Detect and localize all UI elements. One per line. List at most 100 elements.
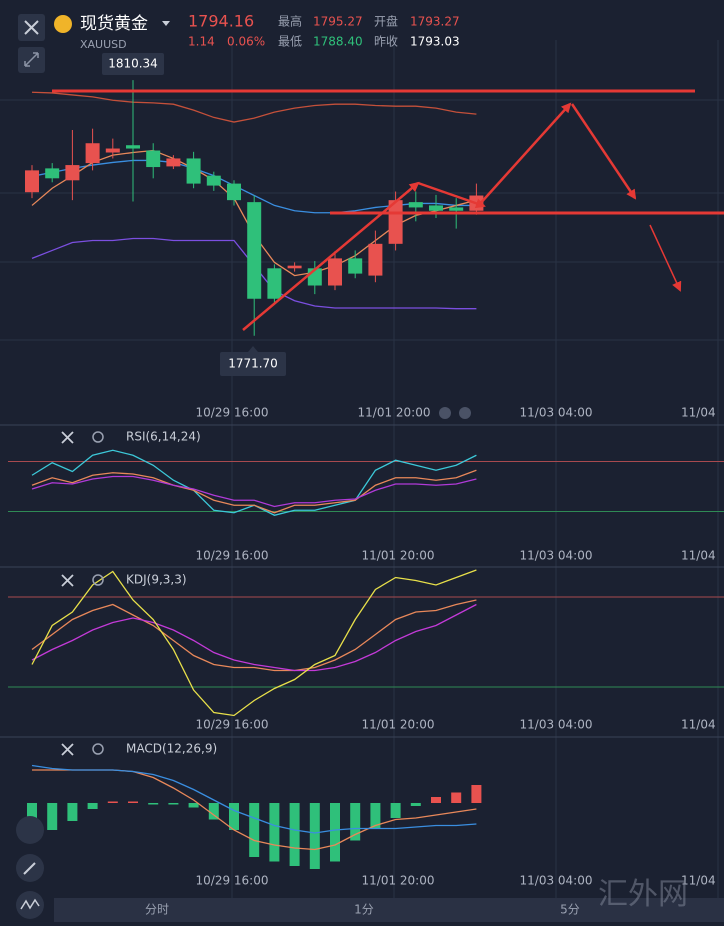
candle-body: [287, 265, 302, 269]
settings-icon[interactable]: [92, 743, 104, 755]
page-dot[interactable]: [439, 407, 451, 419]
panel-title: MACD(12,26,9): [126, 742, 217, 756]
time-label: 11/01 20:00: [362, 874, 435, 888]
macd-bar: [390, 803, 401, 818]
low-tag: 1771.70: [228, 357, 278, 371]
time-label: 11/01 20:00: [362, 549, 435, 563]
close-icon[interactable]: [61, 743, 74, 756]
time-label: 10/29 16:00: [196, 406, 269, 420]
price: 1794.16: [188, 12, 254, 31]
time-label: 11/04: [681, 718, 716, 732]
page-dot[interactable]: [459, 407, 471, 419]
grid: [0, 40, 724, 900]
price-tags: 1810.34 1771.70: [102, 53, 286, 376]
time-label: 10/29 16:00: [196, 718, 269, 732]
settings-icon[interactable]: [92, 431, 104, 443]
indicator-line: [31, 603, 477, 672]
macd-bar: [148, 803, 159, 805]
time-label: 11/01 20:00: [358, 406, 431, 420]
prev-close-value: 1793.03: [410, 35, 460, 49]
macd-bar: [128, 801, 138, 803]
indicator-line: [31, 569, 477, 717]
time-label: 11/03 04:00: [520, 406, 593, 420]
macd-bar: [249, 803, 260, 857]
time-label: 11/03 04:00: [520, 874, 593, 888]
macd-bar: [451, 792, 462, 803]
macd-bar: [410, 803, 421, 806]
time-label: 11/03 04:00: [520, 549, 593, 563]
header: 现货黄金 XAUUSD 1794.16 1.14 0.06% 最高 1795.2…: [18, 12, 460, 73]
candle-body: [65, 165, 80, 181]
macd-bar: [168, 803, 179, 805]
time-label: 11/04: [681, 549, 716, 563]
candle-body: [186, 158, 201, 184]
high-label: 最高: [278, 14, 302, 29]
panel-title: RSI(6,14,24): [126, 430, 201, 444]
close-icon[interactable]: [61, 574, 74, 587]
candle-body: [45, 168, 60, 179]
dropdown-icon[interactable]: [162, 21, 170, 26]
macd-bar: [431, 797, 441, 803]
candle-body: [328, 258, 342, 286]
high-tag: 1810.34: [108, 57, 158, 71]
low-label: 最低: [278, 35, 302, 49]
change: 1.14: [188, 35, 215, 49]
candle-body: [105, 148, 120, 153]
candle-body: [348, 258, 363, 274]
candle-body: [267, 268, 282, 299]
watermark: 汇外网: [598, 877, 688, 912]
prev-close-label: 昨收: [374, 35, 398, 49]
candle-body: [227, 183, 241, 201]
candle-body: [25, 170, 39, 193]
tools: [16, 816, 44, 919]
macd-bar: [188, 803, 199, 808]
indicator-line: [31, 764, 477, 834]
time-label: 11/04: [681, 406, 716, 420]
tab[interactable]: 5分: [560, 903, 580, 917]
macd-bar: [269, 803, 280, 862]
time-label: 10/29 16:00: [196, 874, 269, 888]
indicator-line: [31, 475, 477, 508]
settings-icon[interactable]: [92, 574, 104, 586]
macd-bar: [350, 803, 361, 841]
gold-icon: [54, 15, 72, 33]
tool-button[interactable]: [16, 891, 44, 919]
candle-body: [449, 207, 464, 211]
high-value: 1795.27: [313, 15, 363, 29]
panel-headers: RSI(6,14,24) KDJ(9,3,3) MACD(12,26,9): [61, 430, 217, 756]
time-label: 11/03 04:00: [520, 718, 593, 732]
symbol: XAUUSD: [80, 38, 127, 51]
tab[interactable]: 1分: [354, 903, 374, 917]
time-label: 11/01 20:00: [362, 718, 435, 732]
macd-bar: [47, 803, 58, 830]
macd-bar: [229, 803, 239, 830]
macd-bar: [471, 785, 482, 803]
tab[interactable]: 分时: [145, 903, 169, 917]
macd-bar: [289, 803, 300, 866]
low-value: 1788.40: [313, 35, 363, 49]
indicator-line: [31, 469, 477, 514]
candle-body: [388, 200, 403, 244]
candle-body: [85, 143, 100, 164]
time-label: 11/04: [681, 874, 716, 888]
open-label: 开盘: [374, 14, 398, 29]
chart-icon: [20, 898, 40, 910]
instrument-name[interactable]: 现货黄金: [80, 14, 148, 34]
macd-bar: [370, 803, 381, 829]
candle-body: [247, 202, 262, 299]
tool-button[interactable]: [16, 816, 44, 844]
plots: 10/29 16:00 11/01 20:00 11/03 04:00 11/04 10…: [8, 80, 724, 888]
macd-bar: [208, 803, 219, 820]
close-icon[interactable]: [61, 431, 74, 444]
candle-body: [429, 205, 443, 211]
candle-body: [166, 158, 181, 167]
candle-body: [368, 243, 383, 276]
macd-bar: [67, 803, 78, 821]
annotations: [52, 89, 724, 331]
indicator-line: [31, 91, 477, 123]
candle-body: [146, 150, 161, 168]
change-percent: 0.06%: [227, 35, 265, 49]
indicator-line: [31, 599, 477, 672]
candle-body: [206, 175, 221, 186]
